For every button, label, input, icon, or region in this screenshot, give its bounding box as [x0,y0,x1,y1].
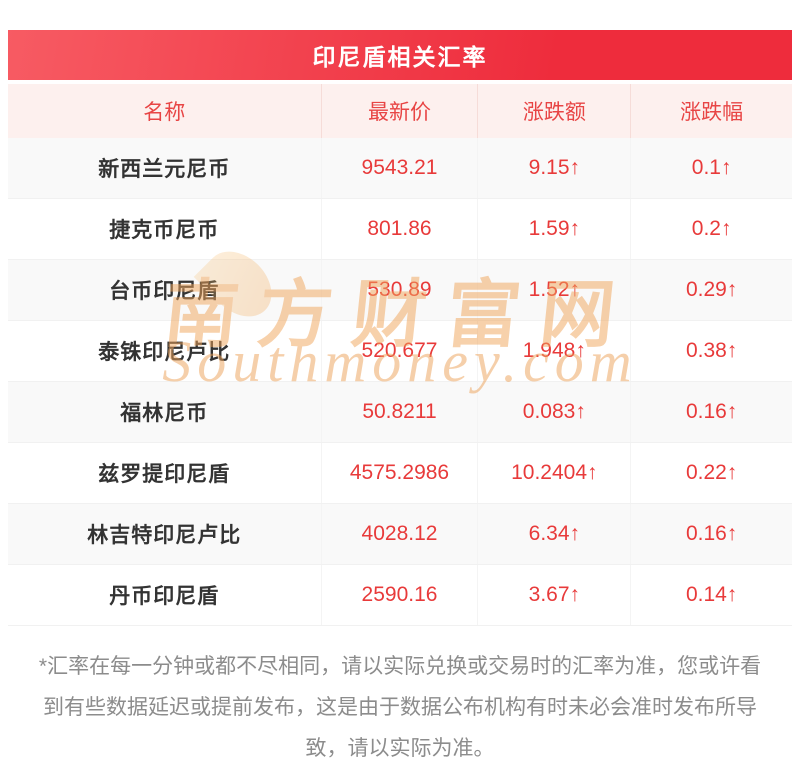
cell-currency-name: 兹罗提印尼盾 [8,443,322,503]
cell-change-percent: 0.14↑ [685,583,738,606]
cell-currency-name: 捷克币尼币 [8,199,322,259]
cell-change-percent: 0.16↑ [685,522,738,545]
cell-change-amount: 10.2404↑ [478,443,632,503]
cell-latest-price: 9543.21 [322,138,479,198]
cell-latest-price: 530.89 [322,260,479,320]
cell-change-amount: 0.083↑ [478,382,632,442]
table-row: 泰铢印尼卢比 520.677 1.948↑ 0.38↑ [8,321,792,382]
cell-latest-price: 4028.12 [322,504,479,564]
column-header-change-percent: 涨跌幅 [680,101,744,124]
cell-change-amount: 1.52↑ [478,260,632,320]
table-row: 新西兰元尼币 9543.21 9.15↑ 0.1↑ [8,138,792,199]
table-row: 捷克币尼币 801.86 1.59↑ 0.2↑ [8,199,792,260]
cell-latest-price: 4575.2986 [322,443,479,503]
cell-latest-price: 520.677 [322,321,479,381]
cell-latest-price: 801.86 [322,199,479,259]
cell-change-percent: 0.2↑ [691,217,732,240]
cell-currency-name: 新西兰元尼币 [8,138,322,198]
cell-change-amount: 6.34↑ [478,504,632,564]
cell-latest-price: 2590.16 [322,565,479,625]
cell-currency-name: 台币印尼盾 [8,260,322,320]
column-header-change-amount: 涨跌额 [478,84,632,138]
cell-currency-name: 林吉特印尼卢比 [8,504,322,564]
table-header-row: 名称 最新价 涨跌额 涨跌幅 [8,84,792,138]
table-row: 台币印尼盾 530.89 1.52↑ 0.29↑ [8,260,792,321]
column-header-name: 名称 [8,84,322,138]
cell-change-amount: 9.15↑ [478,138,632,198]
table-row: 丹币印尼盾 2590.16 3.67↑ 0.14↑ [8,565,792,626]
exchange-rate-table: 名称 最新价 涨跌额 涨跌幅 新西兰元尼币 9543.21 9.15↑ 0.1↑… [8,84,792,626]
table-row: 福林尼币 50.8211 0.083↑ 0.16↑ [8,382,792,443]
page-title: 印尼盾相关汇率 [312,44,488,70]
cell-change-percent: 0.38↑ [685,339,738,362]
cell-change-amount: 1.59↑ [478,199,632,259]
cell-currency-name: 泰铢印尼卢比 [8,321,322,381]
page-container: 印尼盾相关汇率 名称 最新价 涨跌额 涨跌幅 新西兰元尼币 9543.21 9.… [8,30,792,626]
cell-change-percent: 0.16↑ [685,400,738,423]
cell-change-amount: 3.67↑ [478,565,632,625]
cell-change-percent: 0.29↑ [685,278,738,301]
column-header-latest-price: 最新价 [322,84,479,138]
table-title-bar: 印尼盾相关汇率 [8,30,792,80]
disclaimer-note: *汇率在每一分钟或都不尽相同，请以实际兑换或交易时的汇率为准，您或许看到有些数据… [38,655,762,760]
cell-currency-name: 福林尼币 [8,382,322,442]
table-row: 兹罗提印尼盾 4575.2986 10.2404↑ 0.22↑ [8,443,792,504]
cell-currency-name: 丹币印尼盾 [8,565,322,625]
cell-latest-price: 50.8211 [322,382,479,442]
cell-change-percent: 0.1↑ [691,156,732,179]
table-body: 新西兰元尼币 9543.21 9.15↑ 0.1↑ 捷克币尼币 801.86 1… [8,138,792,626]
cell-change-percent: 0.22↑ [685,461,738,484]
cell-change-amount: 1.948↑ [478,321,632,381]
table-row: 林吉特印尼卢比 4028.12 6.34↑ 0.16↑ [8,504,792,565]
